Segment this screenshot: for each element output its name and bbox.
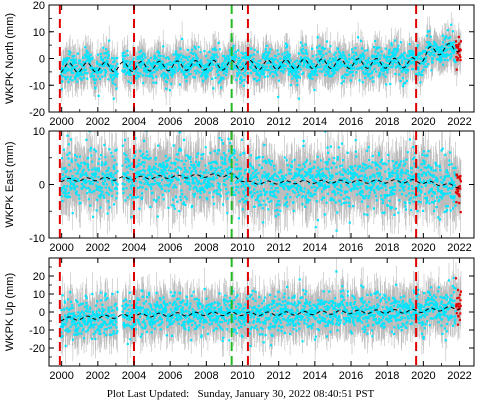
north-ytick-label: 10 [33,27,45,39]
up-xtick-label: 2022 [447,370,471,382]
east-xtick-label: 2010 [230,242,254,254]
east-xtick-label: 2016 [339,242,363,254]
east-panel: -10 0 10 2000 2002 2004 2006 2008 2010 2012 2014 20… [4,126,475,254]
north-ytick-label: -10 [29,80,45,92]
north-ytick-label: 0 [39,54,45,66]
east-xtick-label: 2006 [158,242,182,254]
east-xtick-label: 2000 [49,242,73,254]
up-ytick-label: -10 [29,325,45,337]
up-xtick-label: 2016 [339,370,363,382]
up-xtick-label: 2008 [194,370,218,382]
up-panel: -20 -10 0 10 20 2000 2002 2004 2006 2008 2010 2012 2… [4,257,475,382]
north-panel: -20 -10 0 10 20 2000 2002 2004 2006 2008 2010 2012 2… [4,0,475,128]
footer-label: Plot Last Updated: [106,388,190,400]
north-xtick-label: 2020 [411,116,435,128]
east-xtick-label: 2018 [375,242,399,254]
north-plot-area [59,12,462,112]
east-ylabel: WKPK East (mm) [4,141,16,227]
up-xtick-label: 2014 [303,370,327,382]
footer-datetime: Sunday, January 30, 2022 08:40:51 PST [197,388,375,400]
north-xtick-label: 2006 [158,116,182,128]
east-recent-points [454,173,462,214]
north-xtick-label: 2002 [86,116,110,128]
up-ytick-label: -20 [29,343,45,355]
east-xtick-label: 2008 [194,242,218,254]
north-xtick-label: 2012 [266,116,290,128]
up-xtick-label: 2020 [411,370,435,382]
up-xtick-label: 2018 [375,370,399,382]
east-xtick-label: 2020 [411,242,435,254]
up-xtick-label: 2012 [266,370,290,382]
up-xtick-label: 2004 [122,370,146,382]
east-xtick-label: 2014 [303,242,327,254]
up-xtick-label: 2000 [49,370,73,382]
north-xtick-label: 2004 [122,116,146,128]
east-ytick-label: 10 [33,126,45,138]
east-ytick-label: 0 [39,180,45,192]
north-xtick-label: 2022 [447,116,471,128]
east-xtick-label: 2002 [86,242,110,254]
north-xtick-label: 2008 [194,116,218,128]
north-xtick-label: 2018 [375,116,399,128]
plot-updated-footer: Plot Last Updated: Sunday, January 30, 2… [0,388,481,400]
east-model-line [60,172,461,189]
up-xtick-label: 2010 [230,370,254,382]
north-xtick-label: 2014 [303,116,327,128]
up-xtick-label: 2002 [86,370,110,382]
north-xtick-label: 2010 [230,116,254,128]
north-ylabel: WKPK North (mm) [4,13,16,104]
up-plot-area [59,258,462,366]
east-xtick-label: 2004 [122,242,146,254]
up-model-line [60,306,461,322]
east-xtick-label: 2022 [447,242,471,254]
east-plot-area [59,131,462,238]
north-xtick-label: 2000 [49,116,73,128]
up-ytick-label: 10 [33,289,45,301]
up-xtick-label: 2006 [158,370,182,382]
north-xtick-label: 2016 [339,116,363,128]
north-ytick-label: 20 [33,0,45,12]
east-xtick-label: 2012 [266,242,290,254]
up-ylabel: WKPK Up (mm) [4,273,16,351]
up-ytick-label: 20 [33,271,45,283]
north-ytick-label: -20 [29,107,45,119]
up-ytick-label: 0 [39,307,45,319]
north-model-line [60,43,462,73]
east-ytick-label: -10 [29,233,45,245]
